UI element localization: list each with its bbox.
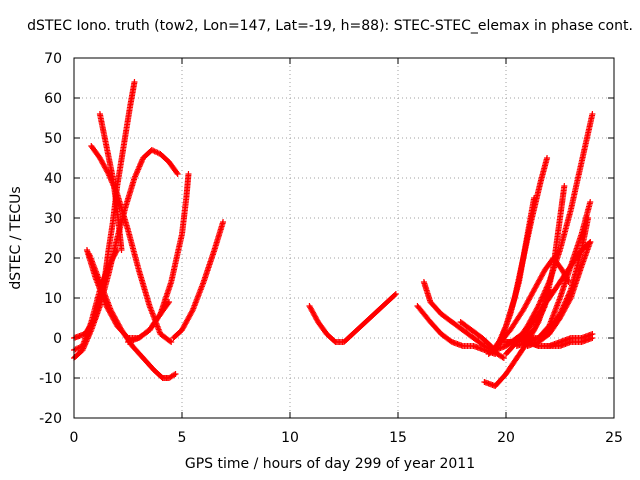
data-point: [113, 248, 120, 255]
y-tick-label: 20: [44, 251, 62, 267]
data-point: [167, 338, 173, 345]
y-tick-label: 70: [44, 51, 62, 67]
y-axis-label: dSTEC / TECUs: [8, 186, 24, 289]
chart-title: dSTEC Iono. truth (tow2, Lon=147, Lat=-1…: [27, 18, 633, 34]
data-point: [589, 335, 596, 341]
y-tick-label: 60: [44, 91, 62, 107]
data-point: [531, 195, 538, 201]
data-points: [71, 79, 596, 389]
data-point: [499, 354, 506, 361]
data-point: [165, 300, 172, 307]
x-tick-label: 20: [497, 430, 515, 446]
data-point: [585, 215, 592, 221]
data-point: [589, 111, 596, 117]
data-point: [171, 371, 178, 378]
data-point: [104, 169, 111, 176]
y-tick-label: 40: [44, 171, 62, 187]
data-point: [587, 239, 594, 245]
data-point: [189, 308, 196, 315]
data-point: [544, 155, 551, 161]
x-tick-label: 5: [178, 430, 187, 446]
x-axis-label: GPS time / hours of day 299 of year 2011: [185, 456, 475, 472]
data-point: [172, 371, 179, 377]
plot-frame: [73, 57, 615, 419]
x-tick-label: 15: [389, 430, 407, 446]
grid: [74, 58, 614, 418]
y-tick-label: 10: [44, 291, 62, 307]
data-point: [587, 199, 594, 205]
data-point: [173, 169, 180, 176]
data-point: [174, 171, 181, 177]
data-point: [168, 339, 175, 345]
y-tick-label: -10: [39, 371, 62, 387]
x-tick-label: 25: [605, 430, 623, 446]
data-point: [561, 183, 568, 189]
data-point: [534, 304, 541, 311]
x-tick-label: 10: [281, 430, 299, 446]
data-point: [131, 79, 138, 85]
data-point: [91, 316, 98, 323]
data-point: [567, 296, 574, 303]
y-tick-label: -20: [39, 411, 62, 427]
ticks: 0 5 10 15 20 25 -20 -10 0 10 20 30 40 50 60 70: [39, 51, 623, 446]
y-tick-label: 0: [53, 331, 62, 347]
data-point: [220, 219, 227, 225]
y-tick-label: 30: [44, 211, 62, 227]
data-point: [500, 355, 507, 361]
data-point: [185, 171, 192, 177]
data-point: [156, 312, 163, 319]
x-tick-label: 0: [70, 430, 79, 446]
data-point: [118, 247, 125, 253]
data-point: [392, 291, 399, 297]
data-point: [391, 292, 398, 298]
y-tick-label: 50: [44, 131, 62, 147]
